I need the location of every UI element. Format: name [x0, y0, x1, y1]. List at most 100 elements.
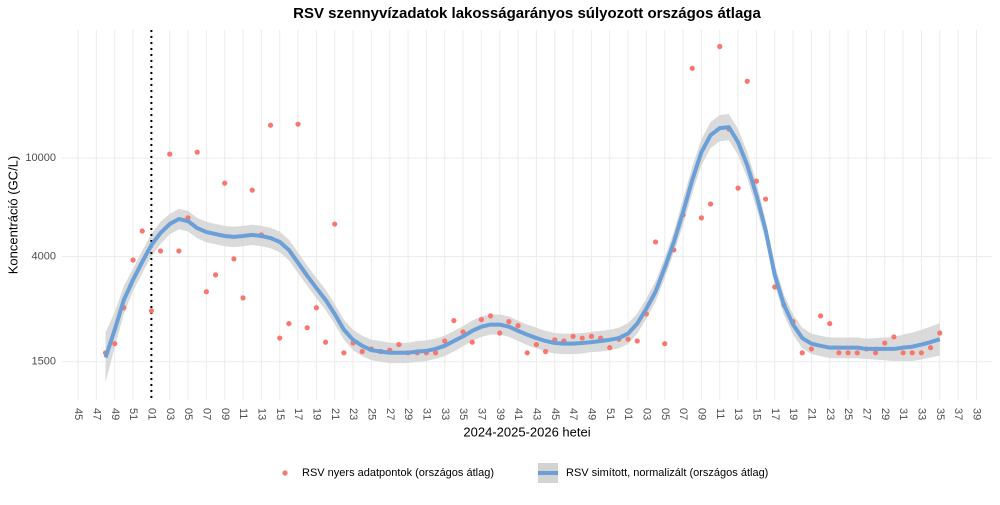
x-tick-label: 21	[329, 408, 341, 420]
x-tick-label: 17	[292, 408, 304, 420]
x-tick-label: 47	[567, 408, 579, 420]
data-point	[497, 330, 503, 336]
data-point	[634, 338, 640, 344]
x-tick-label: 43	[530, 408, 542, 420]
x-tick-label: 19	[787, 408, 799, 420]
y-axis-title: Koncentráció (GC/L)	[5, 156, 20, 275]
data-point	[295, 121, 301, 127]
data-point	[469, 339, 475, 345]
data-point	[231, 256, 237, 262]
data-point	[579, 335, 585, 341]
data-point	[240, 295, 246, 301]
x-tick-label: 35	[457, 408, 469, 420]
x-tick-label: 47	[90, 408, 102, 420]
grid	[62, 30, 992, 400]
y-tick-label: 1500	[32, 356, 56, 368]
x-tick-label: 05	[659, 408, 671, 420]
x-tick-label: 29	[879, 408, 891, 420]
data-point	[506, 319, 512, 325]
data-point	[222, 180, 228, 186]
data-point	[203, 289, 209, 295]
data-point	[854, 350, 860, 356]
data-point	[249, 187, 255, 193]
data-point	[707, 201, 714, 207]
data-point	[478, 317, 484, 323]
x-tick-label: 27	[384, 408, 396, 420]
data-point	[735, 185, 741, 191]
data-point	[588, 333, 594, 339]
data-point	[827, 320, 833, 327]
data-point	[533, 341, 539, 348]
data-point	[304, 325, 310, 331]
x-tick-label: 35	[934, 408, 946, 420]
data-point	[267, 122, 274, 128]
x-tick-label: 01	[145, 408, 157, 420]
x-tick-label: 09	[695, 408, 707, 420]
x-tick-label: 49	[585, 408, 597, 420]
data-point	[900, 350, 906, 356]
data-point	[882, 340, 888, 346]
data-point	[662, 341, 668, 347]
x-tick-label: 39	[971, 408, 983, 420]
data-point	[607, 345, 613, 351]
data-point	[918, 350, 925, 356]
data-point	[277, 335, 283, 341]
legend-marker	[282, 470, 288, 476]
x-tick-label: 49	[109, 408, 121, 420]
data-point	[937, 330, 943, 336]
x-tick-label: 41	[512, 408, 524, 420]
confidence-band	[105, 113, 940, 383]
x-tick-label: 13	[255, 408, 267, 420]
data-point	[442, 338, 448, 344]
x-tick-label: 13	[732, 408, 744, 420]
x-tick-label: 07	[677, 408, 689, 420]
data-point	[652, 239, 659, 245]
data-point	[808, 346, 815, 352]
data-point	[212, 272, 219, 278]
chart-title: RSV szennyvízadatok lakosságarányos súly…	[293, 5, 761, 22]
x-tick-label: 25	[842, 408, 854, 420]
x-tick-label: 17	[769, 408, 781, 420]
x-tick-label: 23	[347, 408, 359, 420]
data-point	[139, 228, 145, 234]
x-tick-label: 19	[310, 408, 322, 420]
legend-label: RSV nyers adatpontok (országos átlag)	[302, 467, 494, 479]
x-tick-label: 31	[897, 408, 909, 420]
data-point	[359, 348, 365, 355]
x-tick-label: 39	[494, 408, 506, 420]
x-tick-label: 45	[72, 408, 84, 420]
data-point	[167, 151, 173, 157]
x-tick-label: 25	[365, 408, 377, 420]
x-tick-label: 03	[640, 408, 652, 420]
data-point	[799, 350, 805, 356]
data-point	[460, 329, 466, 335]
x-tick-label: 51	[604, 408, 616, 420]
data-point	[130, 257, 136, 263]
data-point	[744, 78, 750, 84]
x-tick-label: 27	[861, 408, 873, 420]
data-point	[689, 65, 695, 71]
data-point	[542, 348, 549, 355]
data-point	[487, 313, 494, 319]
x-tick-label: 45	[549, 408, 561, 420]
data-point	[176, 248, 182, 254]
data-point	[286, 320, 292, 327]
x-axis-title: 2024-2025-2026 hetei	[463, 424, 590, 439]
x-tick-label: 31	[420, 408, 432, 420]
data-point	[515, 323, 521, 329]
x-tick-label: 33	[916, 408, 928, 420]
data-point	[396, 341, 402, 348]
data-point	[717, 43, 723, 50]
data-point	[891, 334, 897, 340]
data-point	[157, 248, 164, 254]
data-point	[762, 196, 769, 202]
x-tick-label: 01	[622, 408, 634, 420]
x-tick-label: 15	[750, 408, 762, 420]
data-point	[148, 308, 154, 314]
x-tick-label: 37	[952, 408, 964, 420]
y-tick-label: 4000	[32, 250, 56, 262]
data-point	[845, 350, 851, 356]
data-point	[322, 339, 329, 345]
x-tick-label: 23	[824, 408, 836, 420]
